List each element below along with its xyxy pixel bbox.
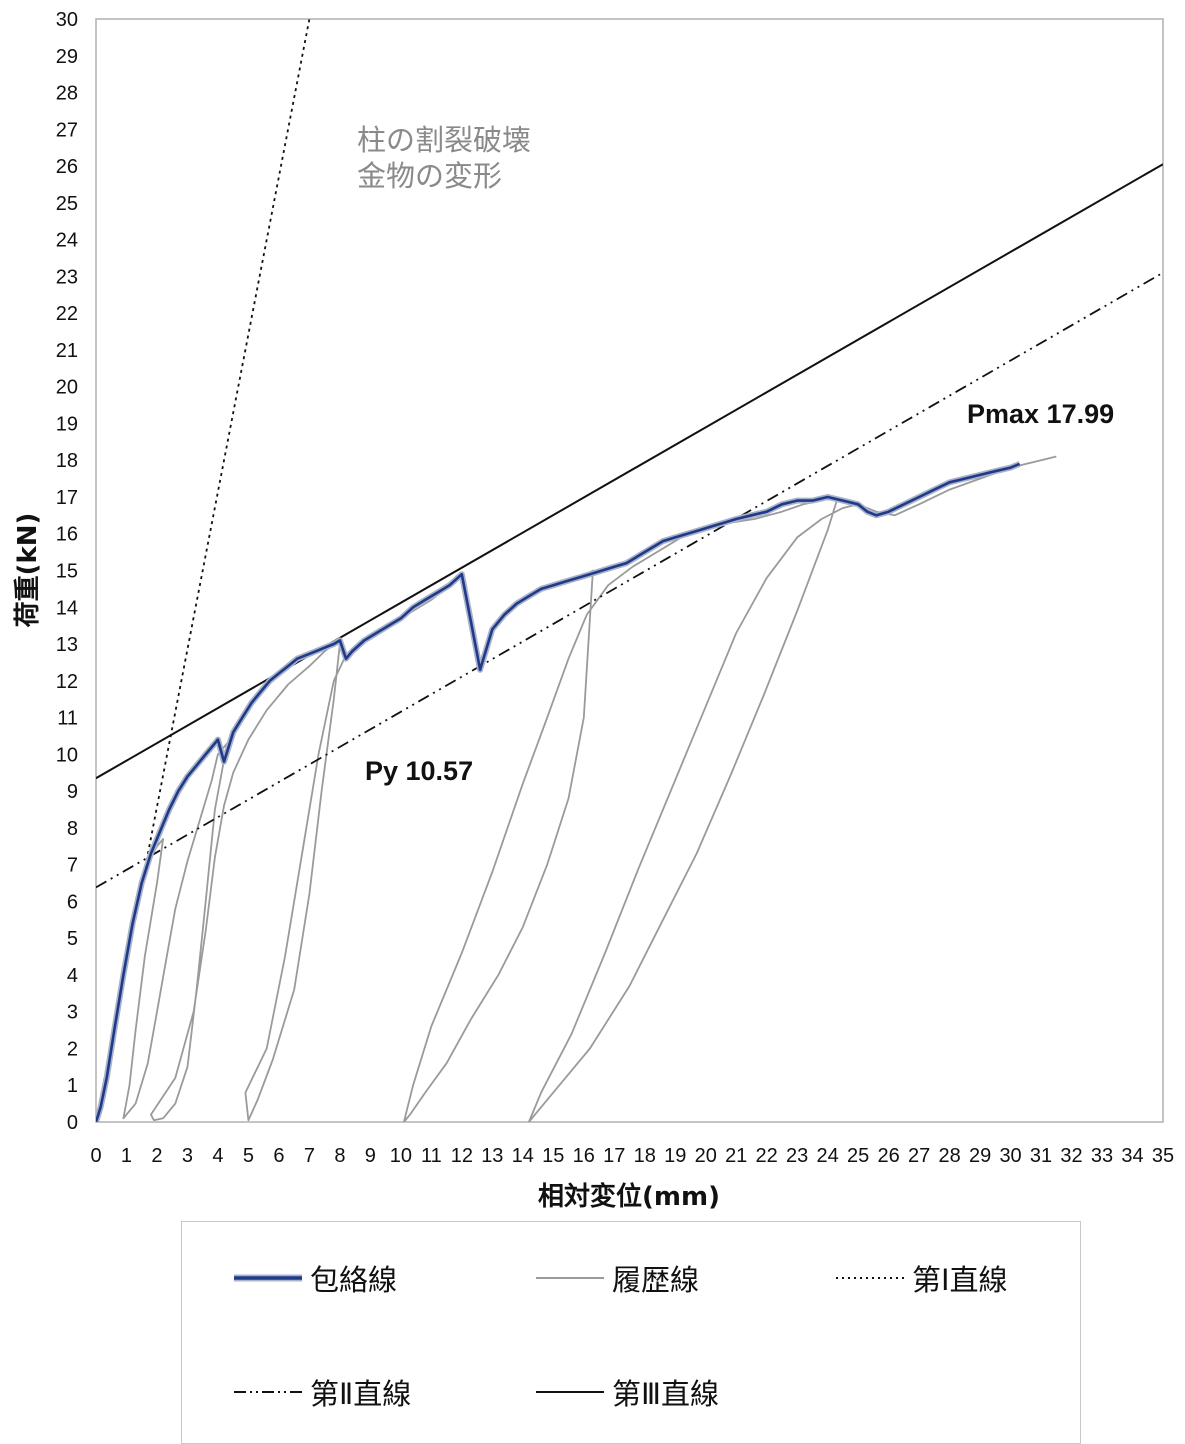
chart: 0 1 2 3 4 5 6 7 8 9 10 11 12 13 14 15 16 17 18 19 20 21 22 23 24… [13,9,1174,1212]
legend-item-line1: 第Ⅰ直線 [834,1258,1008,1298]
x-tick-label: 11 [421,1145,442,1167]
series-line-envelope [96,461,1021,1122]
legend-label-line1: 第Ⅰ直線 [912,1263,1008,1297]
x-axis-title: 相対変位(mm) [538,1181,720,1212]
x-tick-label: 34 [1121,1145,1143,1167]
x-tick-label: 14 [512,1145,534,1167]
y-tick-label: 30 [56,9,78,31]
y-tick-label: 29 [56,46,78,68]
y-tick-label: 22 [56,303,78,325]
x-tick-label: 26 [878,1145,900,1167]
x-tick-label: 30 [999,1145,1021,1167]
legend-swatch-hysteresis [536,1277,604,1279]
x-tick-label: 19 [664,1145,686,1167]
series-layer [96,19,1163,1122]
x-tick-label: 10 [390,1145,412,1167]
annotation-hardware-deform: 金物の変形 [357,159,502,193]
x-tick-label: 4 [212,1145,223,1167]
y-tick-label: 23 [56,266,78,288]
legend-item-envelope: 包絡線 [232,1258,397,1298]
x-tick-label: 25 [847,1145,869,1167]
x-tick-label: 5 [243,1145,254,1167]
x-tick-label: 7 [304,1145,315,1167]
y-tick-label: 1 [67,1075,78,1097]
series-line-hysteresis [96,455,1057,1122]
x-tick-label: 1 [121,1145,132,1167]
y-tick-label: 27 [56,119,78,141]
x-tick-label: 29 [969,1145,991,1167]
y-tick-label: 4 [67,965,78,987]
legend-item-line2: 第Ⅱ直線 [232,1372,411,1412]
x-tick-label: 28 [938,1145,960,1167]
legend-swatch-envelope [234,1274,302,1282]
y-tick-label: 26 [56,156,78,178]
x-tick-label: 6 [273,1145,284,1167]
y-tick-label: 9 [67,781,78,803]
y-tick-label: 19 [56,413,78,435]
legend-label-hysteresis: 履歴線 [612,1263,700,1297]
series-line-dash-dot-dot [96,271,1163,889]
x-tick-label: 20 [695,1145,717,1167]
y-tick-label: 14 [56,597,78,619]
y-tick-label: 11 [57,708,78,730]
x-axis-ticks: 0 1 2 3 4 5 6 7 8 9 10 11 12 13 14 15 16 17 18 19 20 21 22 23 24… [90,1145,1174,1167]
y-tick-label: 20 [56,377,78,399]
legend-swatch-line3 [536,1391,604,1393]
x-tick-label: 16 [573,1145,595,1167]
x-tick-label: 13 [481,1145,503,1167]
y-tick-label: 0 [67,1112,78,1134]
y-tick-label: 17 [56,487,78,509]
x-tick-label: 31 [1030,1145,1052,1167]
x-tick-label: 0 [90,1145,101,1167]
y-tick-label: 28 [56,83,78,105]
y-tick-label: 15 [56,561,78,583]
y-tick-label: 21 [56,340,78,362]
x-tick-label: 3 [182,1145,193,1167]
x-tick-label: 22 [756,1145,778,1167]
annotation-column-split: 柱の割裂破壊 [357,123,531,157]
y-tick-label: 5 [67,928,78,950]
y-tick-label: 24 [56,230,78,252]
x-tick-label: 8 [334,1145,345,1167]
legend-item-line3: 第Ⅲ直線 [534,1372,719,1412]
legend: 包絡線 履歴線 第Ⅰ直線 第Ⅱ直線 第Ⅲ直線 [181,1221,1081,1444]
y-tick-label: 25 [56,193,78,215]
x-tick-label: 2 [151,1145,162,1167]
plot-frame [95,18,1164,1123]
legend-item-hysteresis: 履歴線 [534,1258,699,1298]
x-tick-label: 27 [908,1145,930,1167]
x-tick-label: 32 [1060,1145,1082,1167]
x-tick-label: 33 [1091,1145,1113,1167]
y-tick-label: 6 [67,891,78,913]
legend-swatch-line2 [234,1391,302,1393]
x-tick-label: 18 [634,1145,656,1167]
legend-label-line2: 第Ⅱ直線 [310,1377,412,1411]
y-tick-label: 8 [67,818,78,840]
y-tick-label: 16 [56,524,78,546]
series-line-envelope-core [96,462,1021,1122]
x-tick-label: 35 [1152,1145,1174,1167]
x-tick-label: 15 [542,1145,564,1167]
y-tick-label: 3 [67,1002,78,1024]
y-axis-title: 荷重(kN) [13,513,43,628]
y-tick-label: 10 [56,744,78,766]
y-axis-ticks: 0123456789101112131415161718192021222324… [56,9,78,1134]
x-tick-label: 9 [365,1145,376,1167]
x-tick-label: 21 [725,1145,747,1167]
y-tick-label: 18 [56,450,78,472]
series-line-dotted [96,19,311,1122]
annotation-pmax: Pmax 17.99 [967,399,1114,429]
x-tick-label: 24 [817,1145,839,1167]
legend-label-line3: 第Ⅲ直線 [612,1377,719,1411]
x-tick-label: 23 [786,1145,808,1167]
y-tick-label: 12 [56,671,78,693]
annotation-py: Py 10.57 [365,756,473,786]
legend-label-envelope: 包絡線 [310,1263,398,1297]
y-tick-label: 2 [67,1038,78,1060]
x-tick-label: 12 [451,1145,473,1167]
x-tick-label: 17 [603,1145,625,1167]
y-tick-label: 7 [67,855,78,877]
y-tick-label: 13 [56,634,78,656]
legend-swatch-line1 [836,1277,904,1279]
